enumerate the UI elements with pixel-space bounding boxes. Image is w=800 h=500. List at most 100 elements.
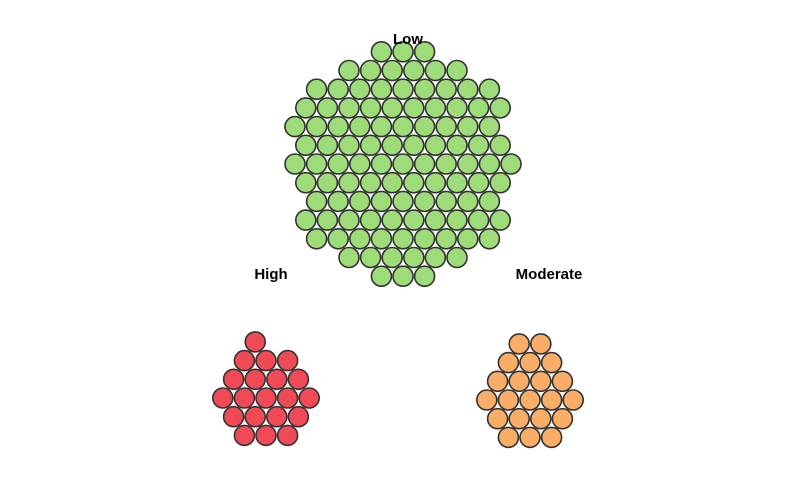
bubble-low [402, 246, 425, 269]
bubble-low [370, 265, 393, 288]
bubble-moderate [497, 351, 520, 374]
bubble-low [467, 97, 490, 119]
bubble-moderate [508, 407, 531, 430]
bubble-low [327, 78, 350, 100]
bubble-low [305, 115, 328, 138]
bubble-low [413, 228, 436, 250]
bubble-low [359, 171, 382, 194]
bubble-moderate [519, 426, 541, 449]
bubble-low [338, 171, 360, 194]
bubble-high [244, 405, 266, 428]
bubble-low [348, 190, 371, 213]
bubble-high [255, 349, 277, 372]
bubble-low [446, 59, 468, 82]
bubble-low [446, 246, 468, 269]
bubble-low [413, 78, 436, 100]
bubble-low [413, 40, 436, 63]
bubble-low [338, 134, 360, 157]
cluster-moderate [475, 333, 585, 449]
bubble-low [489, 171, 512, 194]
bubble-low [316, 209, 339, 231]
bubble-low [402, 59, 425, 82]
bubble-low [370, 115, 393, 138]
bubble-low [435, 78, 458, 100]
bubble-high [233, 387, 256, 409]
bubble-low [424, 59, 447, 82]
bubble-high [244, 331, 266, 353]
bubble-low [370, 228, 393, 250]
bubble-high [276, 424, 299, 447]
bubble-low [478, 228, 501, 250]
bubble-low [435, 115, 458, 138]
bubble-moderate [519, 389, 541, 411]
label-low: Low [393, 31, 423, 48]
bubble-low [446, 171, 468, 194]
bubble-low [467, 134, 490, 157]
bubble-moderate [529, 333, 552, 355]
bubble-high [265, 368, 288, 391]
bubble-high [265, 405, 288, 428]
bubble-low [294, 134, 317, 157]
bubble-moderate [486, 407, 509, 430]
bubble-moderate [497, 389, 520, 411]
bubble-low [305, 190, 328, 213]
bubble-high [233, 424, 256, 447]
bubble-moderate [540, 426, 563, 449]
bubble-low [359, 134, 382, 157]
bubble-low [392, 153, 414, 175]
bubble-high [212, 387, 234, 409]
bubble-low [456, 153, 479, 175]
bubble-low [456, 78, 479, 100]
bubble-low [381, 246, 404, 269]
bubble-low [500, 153, 522, 175]
bubble-low [327, 153, 350, 175]
bubble-low [370, 40, 393, 63]
bubble-low [392, 190, 414, 213]
bubble-low [359, 209, 382, 231]
label-high: High [254, 266, 288, 283]
label-moderate: Moderate [515, 266, 583, 283]
bubble-low [489, 134, 512, 157]
cluster-low [284, 40, 522, 288]
bubble-high [255, 424, 277, 447]
bubble-low [392, 228, 414, 250]
bubble-low [392, 78, 414, 100]
bubble-low [402, 209, 425, 231]
bubble-low [456, 115, 479, 138]
bubble-low [370, 78, 393, 100]
bubble-low [456, 228, 479, 250]
bubble-low [424, 209, 447, 231]
bubble-low [348, 78, 371, 100]
bubble-low [381, 134, 404, 157]
bubble-low [284, 153, 306, 175]
bubble-low [413, 115, 436, 138]
bubble-high [276, 349, 299, 372]
bubble-low [424, 171, 447, 194]
bubble-moderate [529, 370, 552, 393]
bubble-moderate [486, 370, 509, 393]
bubble-low [424, 246, 447, 269]
bubble-low [446, 97, 468, 119]
bubble-low [381, 97, 404, 119]
bubble-high [222, 368, 245, 391]
bubble-moderate [508, 333, 531, 355]
bubble-moderate [551, 370, 574, 393]
bubble-moderate [508, 370, 531, 393]
bubble-low [435, 153, 458, 175]
bubble-low [446, 134, 468, 157]
bubble-low [370, 153, 393, 175]
bubble-low [359, 59, 382, 82]
bubble-high [244, 368, 266, 391]
bubble-high [287, 368, 310, 391]
cluster-high [212, 331, 321, 447]
bubble-low [467, 209, 490, 231]
bubble-low [446, 209, 468, 231]
bubble-low [489, 209, 512, 231]
bubble-low [413, 153, 436, 175]
bubble-moderate [519, 351, 541, 374]
bubble-low [348, 153, 371, 175]
bubble-low [359, 246, 382, 269]
bubble-low [284, 115, 306, 138]
bubble-low [338, 209, 360, 231]
